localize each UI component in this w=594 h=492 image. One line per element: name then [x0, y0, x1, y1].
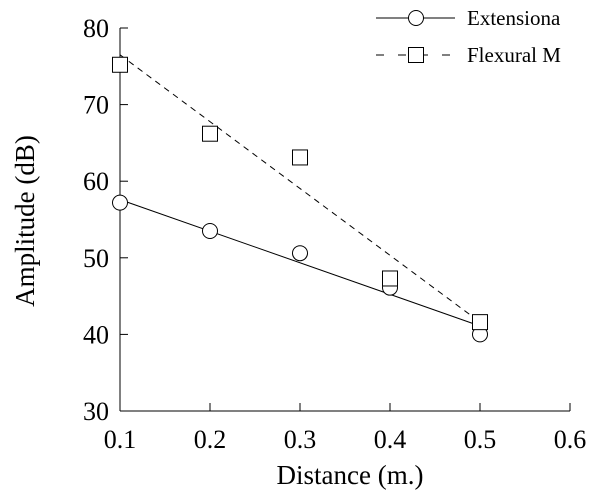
y-tick-label: 70: [83, 91, 109, 120]
x-tick-label: 0.2: [194, 425, 227, 454]
x-tick-label: 0.6: [554, 425, 587, 454]
square-marker: [382, 270, 398, 287]
square-marker: [202, 125, 218, 142]
legend-label-1: Extensiona: [467, 6, 561, 30]
y-tick-label: 80: [83, 14, 109, 43]
y-tick-label: 60: [83, 167, 109, 196]
x-tick-label: 0.3: [284, 425, 317, 454]
circle-marker: [202, 222, 218, 239]
circle-marker: [292, 245, 308, 262]
x-tick-label: 0.4: [374, 425, 407, 454]
square-marker: [472, 314, 488, 331]
legend: Extensiona Flexural M: [376, 6, 561, 67]
fit-line-1: [119, 199, 481, 327]
legend-label-2: Flexural M: [467, 43, 561, 67]
y-tick-label: 40: [83, 320, 109, 349]
markers: [112, 56, 488, 343]
y-tick-label: 30: [83, 397, 109, 426]
x-tick-label: 0.1: [104, 425, 137, 454]
fit-lines: [119, 54, 481, 327]
x-tick-label: 0.5: [464, 425, 497, 454]
axes: 0.1 0.2 0.3 0.4 0.5 0.6 30 40 50 60 70 80: [83, 14, 586, 454]
legend-marker-2: [408, 47, 424, 63]
x-axis-label: Distance (m.): [277, 460, 424, 490]
y-axis-label: Amplitude (dB): [10, 135, 40, 307]
fit-line-2: [119, 54, 481, 323]
square-marker: [112, 56, 128, 73]
y-tick-label: 50: [83, 244, 109, 273]
circle-marker: [112, 194, 128, 211]
square-marker: [292, 149, 308, 166]
legend-marker-1: [408, 10, 424, 26]
